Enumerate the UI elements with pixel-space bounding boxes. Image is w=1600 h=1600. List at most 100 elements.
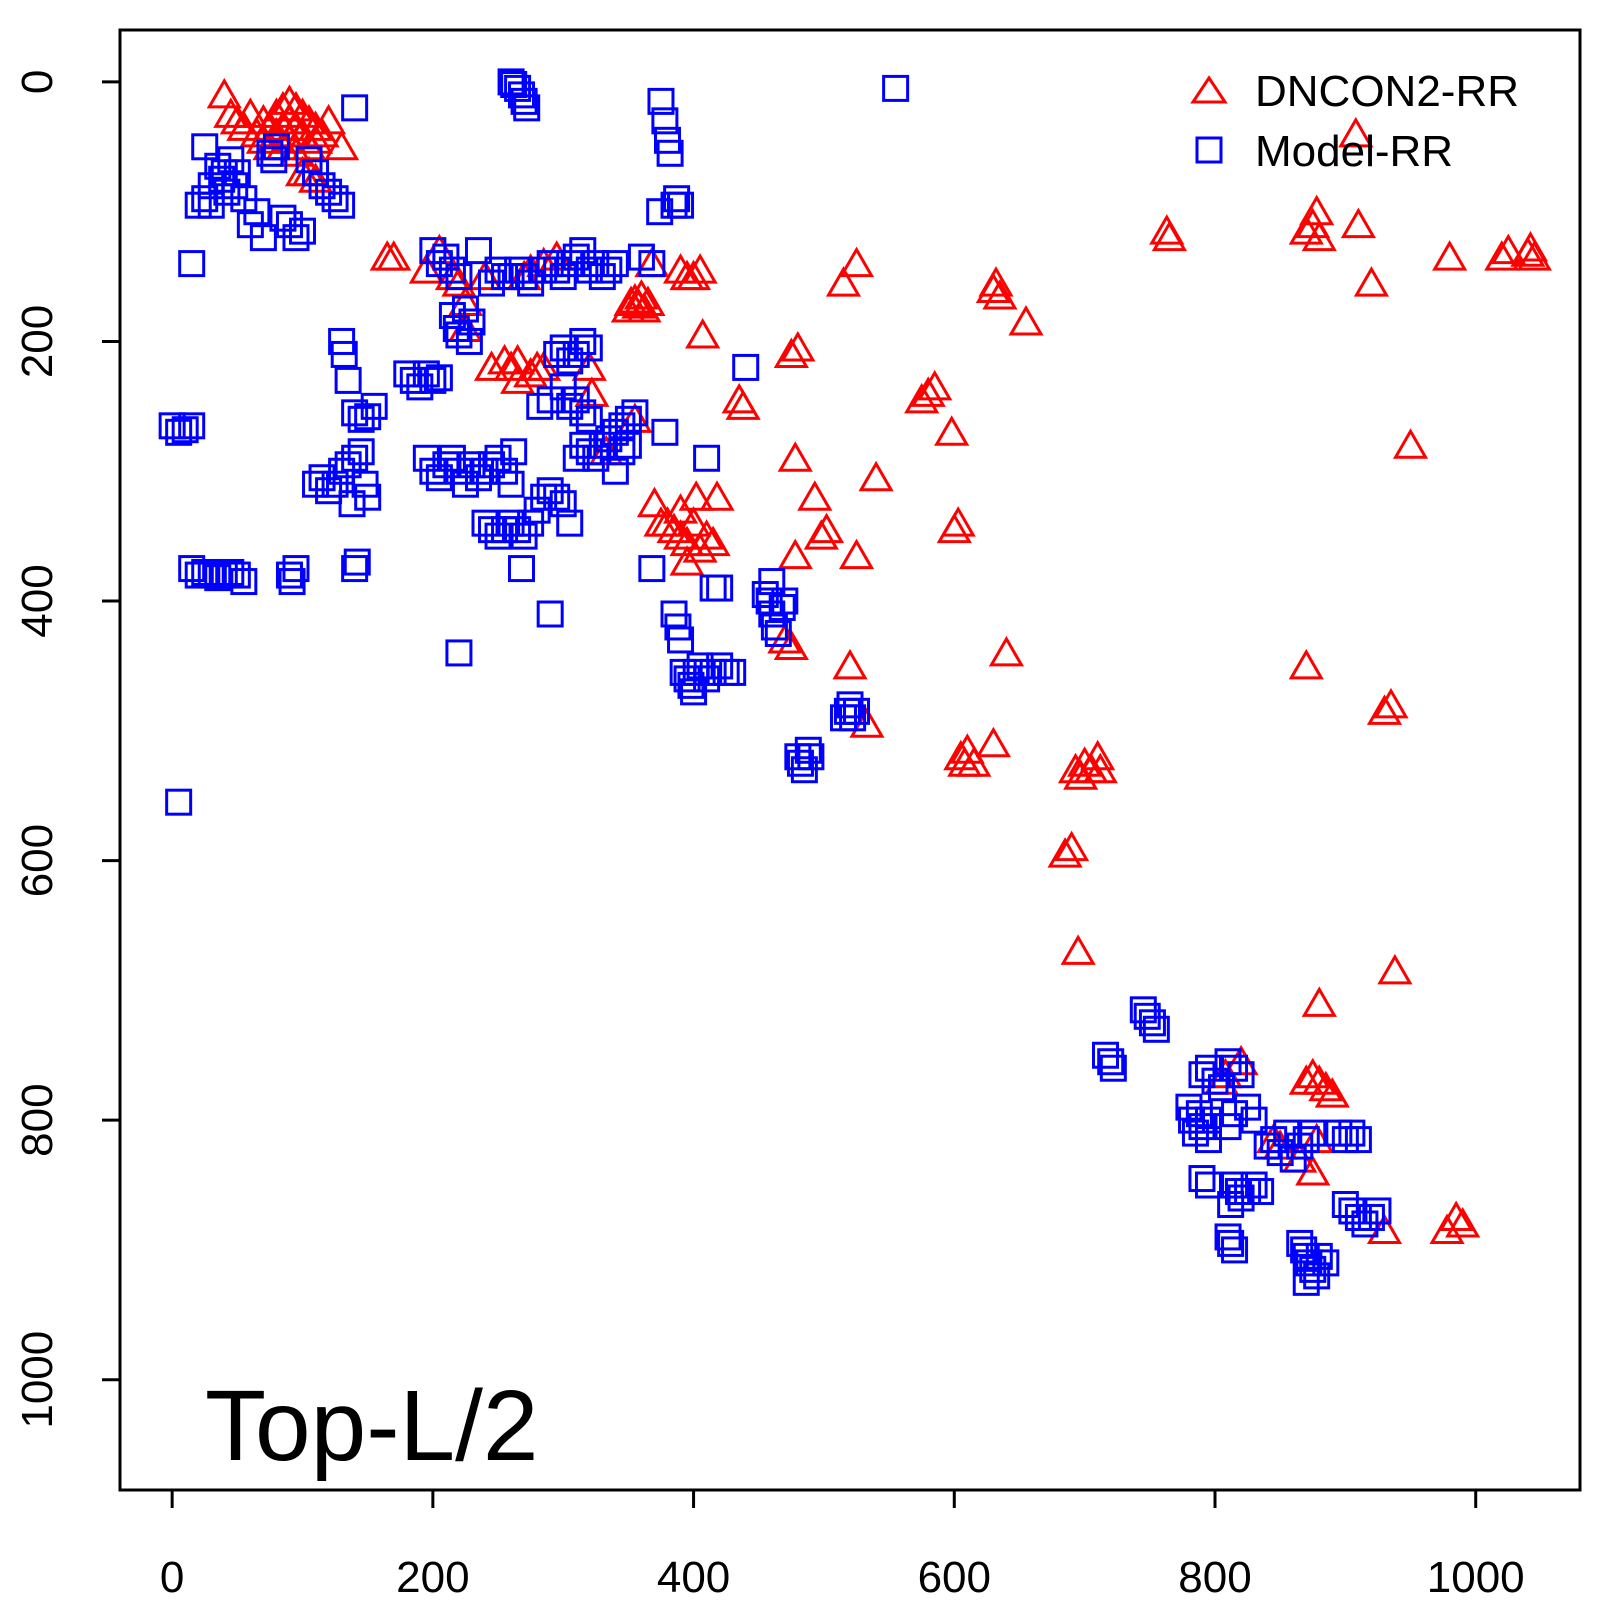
triangle-point: [1516, 240, 1552, 271]
x-tick-label: 0: [160, 1553, 184, 1600]
triangle-point: [574, 376, 610, 407]
square-point: [526, 392, 554, 420]
triangle-point: [773, 337, 809, 368]
y-tick-label: 0: [13, 70, 62, 94]
square-point: [510, 87, 538, 115]
x-tick-label: 400: [657, 1553, 730, 1600]
square-point: [1217, 1190, 1245, 1218]
square-point: [646, 198, 674, 226]
triangle-point: [725, 389, 761, 420]
square-point: [165, 788, 193, 816]
square-point: [508, 555, 535, 583]
triangle-point: [1054, 830, 1090, 862]
square-point: [338, 490, 366, 518]
square-point: [549, 490, 577, 518]
y-tick-label: 800: [13, 1083, 62, 1156]
square-point: [419, 366, 447, 394]
triangle-point: [206, 77, 242, 109]
square-point: [1092, 1041, 1119, 1069]
y-tick-label: 1000: [13, 1331, 62, 1429]
triangle-point: [669, 545, 705, 576]
square-point: [438, 256, 466, 284]
square-point: [667, 626, 695, 654]
square-point: [354, 483, 382, 511]
x-axis: 0 200 400 600 800 1000: [160, 1488, 1525, 1600]
square-point: [513, 94, 541, 122]
triangle-point: [1008, 304, 1044, 336]
square-point: [341, 94, 369, 122]
triangle-point: [780, 330, 816, 362]
triangle-point: [1301, 220, 1337, 252]
square-point: [197, 191, 225, 219]
square-point: [1221, 1236, 1249, 1264]
triangle-point: [1301, 986, 1337, 1017]
square-point: [651, 107, 679, 135]
triangle-point: [685, 317, 721, 349]
square-point: [1097, 1048, 1125, 1076]
series-model-rr: [158, 68, 1392, 1296]
series-dncon2-rr: [206, 77, 1552, 1244]
square-point: [275, 561, 303, 589]
square-point: [445, 639, 473, 667]
triangle-point: [777, 441, 813, 472]
legend: DNCON2-RR Model-RR: [1190, 67, 1519, 176]
square-point: [656, 139, 684, 167]
square-point: [1247, 1178, 1275, 1206]
square-point: [1305, 1242, 1333, 1270]
triangle-point: [473, 350, 510, 381]
plot-frame: [118, 28, 1582, 1492]
triangle-point: [1295, 1057, 1331, 1089]
legend-label-dncon2: DNCON2-RR: [1255, 67, 1519, 116]
triangle-point: [284, 97, 321, 128]
triangle-point: [699, 480, 735, 511]
square-point: [425, 364, 453, 392]
square-point: [1312, 1249, 1340, 1277]
square-point: [764, 619, 792, 647]
square-point: [1194, 1171, 1222, 1199]
square-point: [230, 568, 258, 596]
triangle-point: [975, 726, 1011, 758]
x-tick-label: 1000: [1427, 1553, 1525, 1600]
square-point: [638, 250, 666, 278]
triangle-point: [1373, 687, 1409, 719]
triangle-point: [1288, 648, 1324, 680]
x-tick-label: 800: [1178, 1553, 1251, 1600]
triangle-point: [324, 129, 360, 161]
y-tick-label: 600: [13, 824, 62, 897]
square-point: [343, 548, 371, 576]
square-point: [178, 412, 206, 440]
triangle-point: [978, 266, 1014, 297]
square-point: [614, 431, 642, 459]
square-point: [1221, 1054, 1249, 1082]
square-point: [1292, 1126, 1320, 1154]
square-point: [1299, 1119, 1327, 1147]
square-point: [797, 743, 825, 771]
triangle-point: [689, 519, 725, 550]
square-point: [171, 416, 199, 444]
triangle-point: [1438, 1200, 1474, 1231]
triangle-point: [956, 746, 992, 777]
square-point: [794, 736, 822, 764]
square-point: [621, 399, 649, 427]
square-point: [543, 483, 571, 511]
triangle-point: [1299, 194, 1335, 226]
triangle-point: [1314, 1077, 1350, 1108]
triangle-point: [682, 253, 718, 284]
triangle-point: [232, 97, 268, 128]
square-point: [328, 191, 356, 219]
square-point: [1142, 1015, 1170, 1043]
triangle-point: [940, 506, 976, 537]
square-point: [1240, 1106, 1268, 1134]
square-point: [839, 704, 867, 732]
triangle-point: [797, 480, 833, 511]
square-point: [608, 438, 636, 466]
triangle-point: [838, 246, 875, 278]
triangle-point: [777, 538, 813, 570]
legend-triangle-icon: [1190, 75, 1228, 104]
square-point: [1227, 1061, 1255, 1089]
triangle-point: [832, 648, 868, 680]
data-points: [158, 68, 1552, 1296]
triangle-point: [213, 97, 249, 128]
square-point: [760, 613, 788, 641]
